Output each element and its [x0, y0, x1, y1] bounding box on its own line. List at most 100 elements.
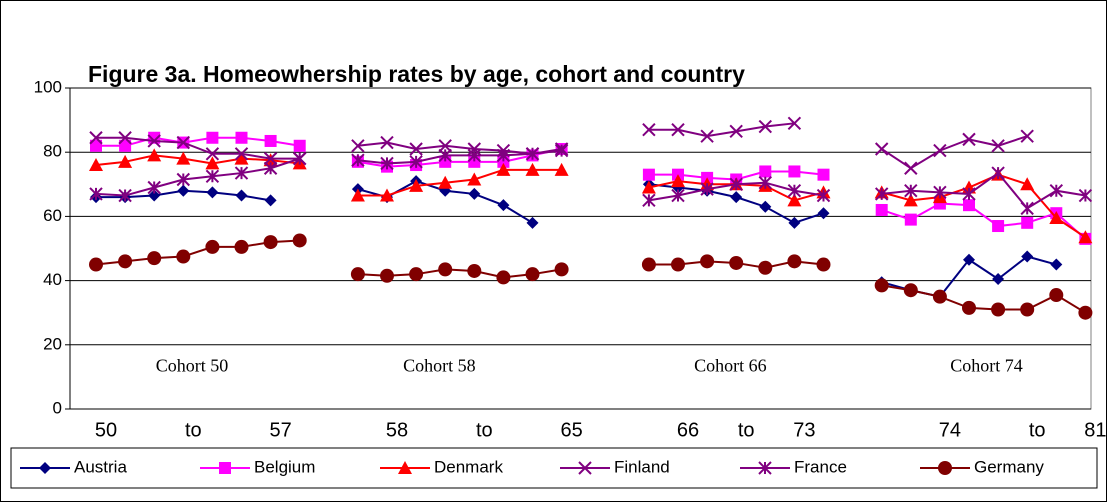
data-point: [874, 278, 889, 293]
cohort-label: Cohort 50: [156, 355, 229, 375]
data-point: [933, 143, 947, 158]
cohort-label: Cohort 74: [950, 355, 1023, 375]
data-point: [118, 154, 133, 168]
data-point: [526, 216, 539, 229]
data-point: [1049, 184, 1064, 198]
data-point: [932, 289, 947, 304]
data-point: [992, 272, 1005, 285]
x-tick-label: 74: [939, 419, 961, 441]
data-point: [700, 254, 715, 269]
x-tick-label: 65: [560, 419, 582, 441]
legend-marker: [219, 462, 231, 474]
data-point: [641, 257, 656, 272]
data-point: [788, 216, 801, 229]
data-point: [409, 142, 423, 156]
data-point: [89, 187, 103, 201]
data-point: [1020, 201, 1034, 216]
data-point: [438, 139, 452, 153]
data-point: [671, 123, 685, 137]
data-point: [787, 184, 802, 198]
x-tick-label: 73: [793, 419, 815, 441]
data-point: [903, 283, 918, 298]
data-point: [1020, 129, 1034, 143]
data-point: [758, 175, 773, 190]
data-point: [874, 187, 889, 201]
y-tick-label: 100: [34, 77, 62, 96]
data-point: [962, 132, 976, 147]
data-point: [904, 184, 918, 198]
data-point: [903, 193, 918, 207]
y-tick-label: 0: [53, 398, 62, 417]
data-point: [787, 116, 802, 131]
data-point: [758, 119, 773, 134]
data-point: [118, 254, 133, 269]
data-point: [991, 139, 1005, 153]
data-point: [235, 131, 248, 144]
data-point: [467, 148, 482, 163]
data-point: [1049, 288, 1064, 303]
data-point: [904, 161, 918, 175]
data-point: [263, 235, 278, 250]
data-point: [264, 194, 277, 207]
data-point: [438, 262, 453, 277]
cohort-label: Cohort 58: [403, 355, 476, 375]
data-point: [380, 268, 394, 283]
data-point: [1078, 230, 1093, 244]
data-point: [816, 188, 831, 203]
data-point: [176, 135, 191, 150]
data-point: [496, 148, 511, 163]
data-point: [234, 147, 249, 161]
data-point: [759, 200, 772, 213]
data-point: [963, 253, 975, 266]
data-point: [671, 174, 685, 188]
data-point: [729, 177, 743, 192]
data-point: [787, 254, 802, 269]
data-point: [206, 131, 219, 144]
series-line: [95, 149, 1086, 210]
data-point: [206, 186, 219, 199]
data-point: [1078, 188, 1093, 203]
data-point: [641, 180, 656, 194]
legend-marker: [578, 461, 592, 475]
data-point: [409, 155, 423, 169]
data-point: [119, 139, 132, 152]
data-point: [205, 156, 220, 170]
x-tick-label: 58: [386, 419, 408, 441]
y-tick-label: 60: [43, 206, 62, 225]
data-point: [380, 135, 394, 150]
data-point: [525, 162, 540, 176]
series-line: [96, 136, 1087, 240]
legend-label: Belgium: [254, 457, 315, 476]
data-point: [409, 267, 424, 282]
data-point: [991, 166, 1005, 180]
data-point: [1020, 302, 1035, 317]
data-point: [525, 267, 540, 282]
data-point: [962, 300, 976, 315]
chart-title: Figure 3a. Homeowhership rates by age, c…: [88, 61, 745, 87]
x-tick-label: 81: [1084, 419, 1106, 441]
data-point: [729, 124, 743, 139]
data-point: [496, 270, 511, 285]
cohort-label: Cohort 66: [694, 355, 767, 375]
data-point: [293, 139, 306, 152]
x-tick-label: to: [738, 419, 755, 441]
data-point: [467, 172, 482, 186]
data-point: [292, 151, 307, 166]
data-point: [554, 162, 569, 176]
data-point: [817, 168, 830, 181]
x-tick-label: 50: [95, 419, 117, 441]
data-point: [205, 169, 220, 183]
data-point: [874, 142, 889, 156]
legend-label: Denmark: [434, 457, 503, 476]
legend-label: Austria: [74, 457, 127, 476]
data-point: [205, 147, 220, 161]
data-point: [1078, 305, 1093, 320]
legend-label: Finland: [614, 457, 670, 476]
x-tick-label: 57: [269, 419, 291, 441]
data-point: [147, 251, 162, 266]
data-point: [438, 148, 452, 163]
data-point: [904, 213, 917, 226]
data-point: [205, 239, 220, 254]
data-point: [147, 148, 162, 162]
